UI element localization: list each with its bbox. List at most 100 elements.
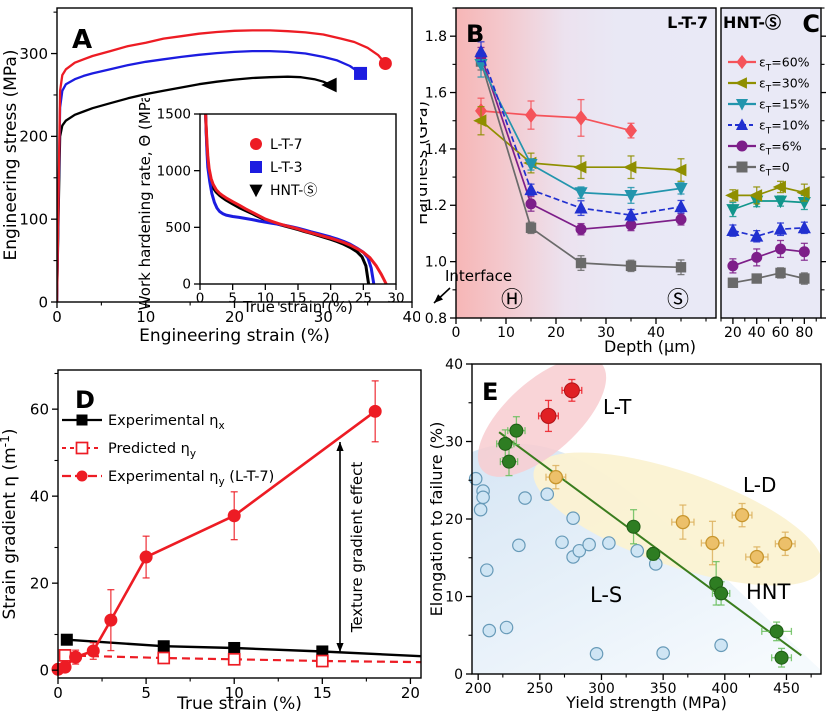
series-L-S xyxy=(468,471,728,661)
x-tick-label: 10 xyxy=(257,291,274,307)
square-marker xyxy=(736,161,748,173)
y-tick-label: 500 xyxy=(165,220,191,236)
panel-D-chart: 0 5 10 15 20 0 20 40 60 True strain (%) Strain gra… xyxy=(0,369,422,711)
circle-marker xyxy=(736,140,748,152)
circle-marker xyxy=(566,511,580,526)
x-tick-label: 15 xyxy=(289,291,306,307)
panel-d-strain-gradient: 0 5 10 15 20 0 20 40 60 True strain (%) Strain gra… xyxy=(0,356,430,711)
y-tick-label: 0 xyxy=(182,277,191,293)
tri-up-marker xyxy=(624,207,638,221)
plot-background xyxy=(472,364,821,674)
circle-marker xyxy=(69,650,83,664)
square-marker xyxy=(675,262,687,273)
y-tick-label: 100 xyxy=(19,210,48,228)
series-Predicted η_{y} xyxy=(58,649,421,668)
tri-left-marker xyxy=(473,114,487,128)
panel-a-stress-strain: 0 10 20 30 40 0 100 200 300 Engineering strain (%… xyxy=(0,0,420,356)
x-tick-label: 350 xyxy=(650,681,677,697)
x-tick-label: 0 xyxy=(53,684,63,702)
circle-marker xyxy=(525,198,537,210)
x-tick-label: 15 xyxy=(313,684,332,702)
annotation-text: A xyxy=(72,25,92,55)
circle-marker xyxy=(548,470,564,485)
tri-left-marker xyxy=(573,160,587,174)
series-HNT-Ⓢ xyxy=(57,75,337,302)
legend-label: Experimental ηx xyxy=(108,413,225,432)
x-tick-label: 40 xyxy=(748,325,766,341)
annotation-arrow xyxy=(433,287,451,304)
x-axis-label: Engineering strain (%) xyxy=(139,326,330,346)
series-group xyxy=(51,380,421,676)
x-tick-label: 30 xyxy=(314,308,333,326)
y-axis-label: Hardness (GPa) xyxy=(420,101,431,225)
series-L-T-7 xyxy=(204,114,388,284)
annotation-text: D xyxy=(75,386,95,414)
series-ε_{T}=0 xyxy=(727,267,810,288)
x-tick-label: 80 xyxy=(795,325,813,341)
x-axis-label: Depth (μm) xyxy=(604,337,696,356)
circle-marker xyxy=(509,423,524,438)
y-tick-label: 60 xyxy=(30,400,49,418)
circle-marker xyxy=(626,519,641,534)
circle-marker xyxy=(769,624,784,639)
diamond-marker xyxy=(736,54,748,70)
tri-up-marker xyxy=(735,118,749,130)
series-ε_{T}=10% xyxy=(726,220,811,243)
series-group xyxy=(57,29,392,302)
annotation-text: Interface xyxy=(445,267,512,285)
y-tick-label: 300 xyxy=(19,45,48,63)
circle-marker xyxy=(630,543,645,558)
arrowhead xyxy=(434,294,444,303)
panel-B-chart: 0 10 20 30 40 0.8 1.0 1.2 1.4 1.6 1.8 Depth (μm) Har… xyxy=(420,7,717,356)
square-marker xyxy=(354,66,368,80)
legend-label: HNT-Ⓢ xyxy=(270,183,317,199)
circle-marker xyxy=(798,246,810,258)
square-marker xyxy=(775,267,786,279)
y-tick-label: 0.8 xyxy=(425,311,447,327)
circle-marker xyxy=(751,251,763,263)
x-tick-label: 10 xyxy=(225,684,244,702)
plot-frame xyxy=(720,7,822,319)
circle-marker xyxy=(589,647,604,661)
annotation-text: Ⓗ xyxy=(501,288,523,313)
tri-up-marker xyxy=(574,200,588,214)
legend-label: Experimental ηy (L-T-7) xyxy=(108,469,274,488)
x-tick-label: 400 xyxy=(711,681,738,697)
square-marker xyxy=(75,441,89,455)
circle-marker xyxy=(58,660,72,674)
tri-down-marker xyxy=(249,184,263,198)
circle-marker xyxy=(76,470,88,482)
tri-left-marker xyxy=(673,163,687,177)
circle-marker xyxy=(498,436,513,451)
series-L-T-7 xyxy=(57,29,392,302)
circle-marker xyxy=(499,620,514,635)
series-group xyxy=(204,114,388,284)
circle-marker xyxy=(572,543,587,558)
legend: L-T-7 L-T-3 HNT-Ⓢ xyxy=(249,137,317,199)
circle-marker xyxy=(774,650,789,665)
x-tick-label: 20 xyxy=(322,291,339,307)
annotation-text: L-T-7 xyxy=(667,13,708,32)
tri-down-marker xyxy=(574,187,588,200)
x-tick-label: 20 xyxy=(724,325,742,341)
legend-label: εT=60% xyxy=(759,55,810,74)
square-marker xyxy=(250,161,262,173)
annotation-text: L-D xyxy=(743,473,776,497)
panel-C-chart: 20 40 60 80εT=60%εT=30%εT=15%εT=10%εT=6%εT=… xyxy=(720,7,826,341)
legend-label: L-T-7 xyxy=(270,137,303,153)
square-marker xyxy=(727,277,739,288)
arrowhead xyxy=(336,643,344,652)
series-ε_{T}=30% xyxy=(725,180,810,205)
series-group xyxy=(473,41,688,276)
circle-marker xyxy=(656,646,670,660)
y-tick-label: 0 xyxy=(38,293,48,311)
x-tick-label: 300 xyxy=(588,681,615,697)
circle-marker xyxy=(482,623,497,638)
x-tick-label: 30 xyxy=(597,325,615,341)
y-tick-label: 1.6 xyxy=(425,85,447,101)
x-tick-label: 200 xyxy=(465,681,492,697)
circle-marker xyxy=(473,502,488,517)
square-marker xyxy=(751,273,762,284)
